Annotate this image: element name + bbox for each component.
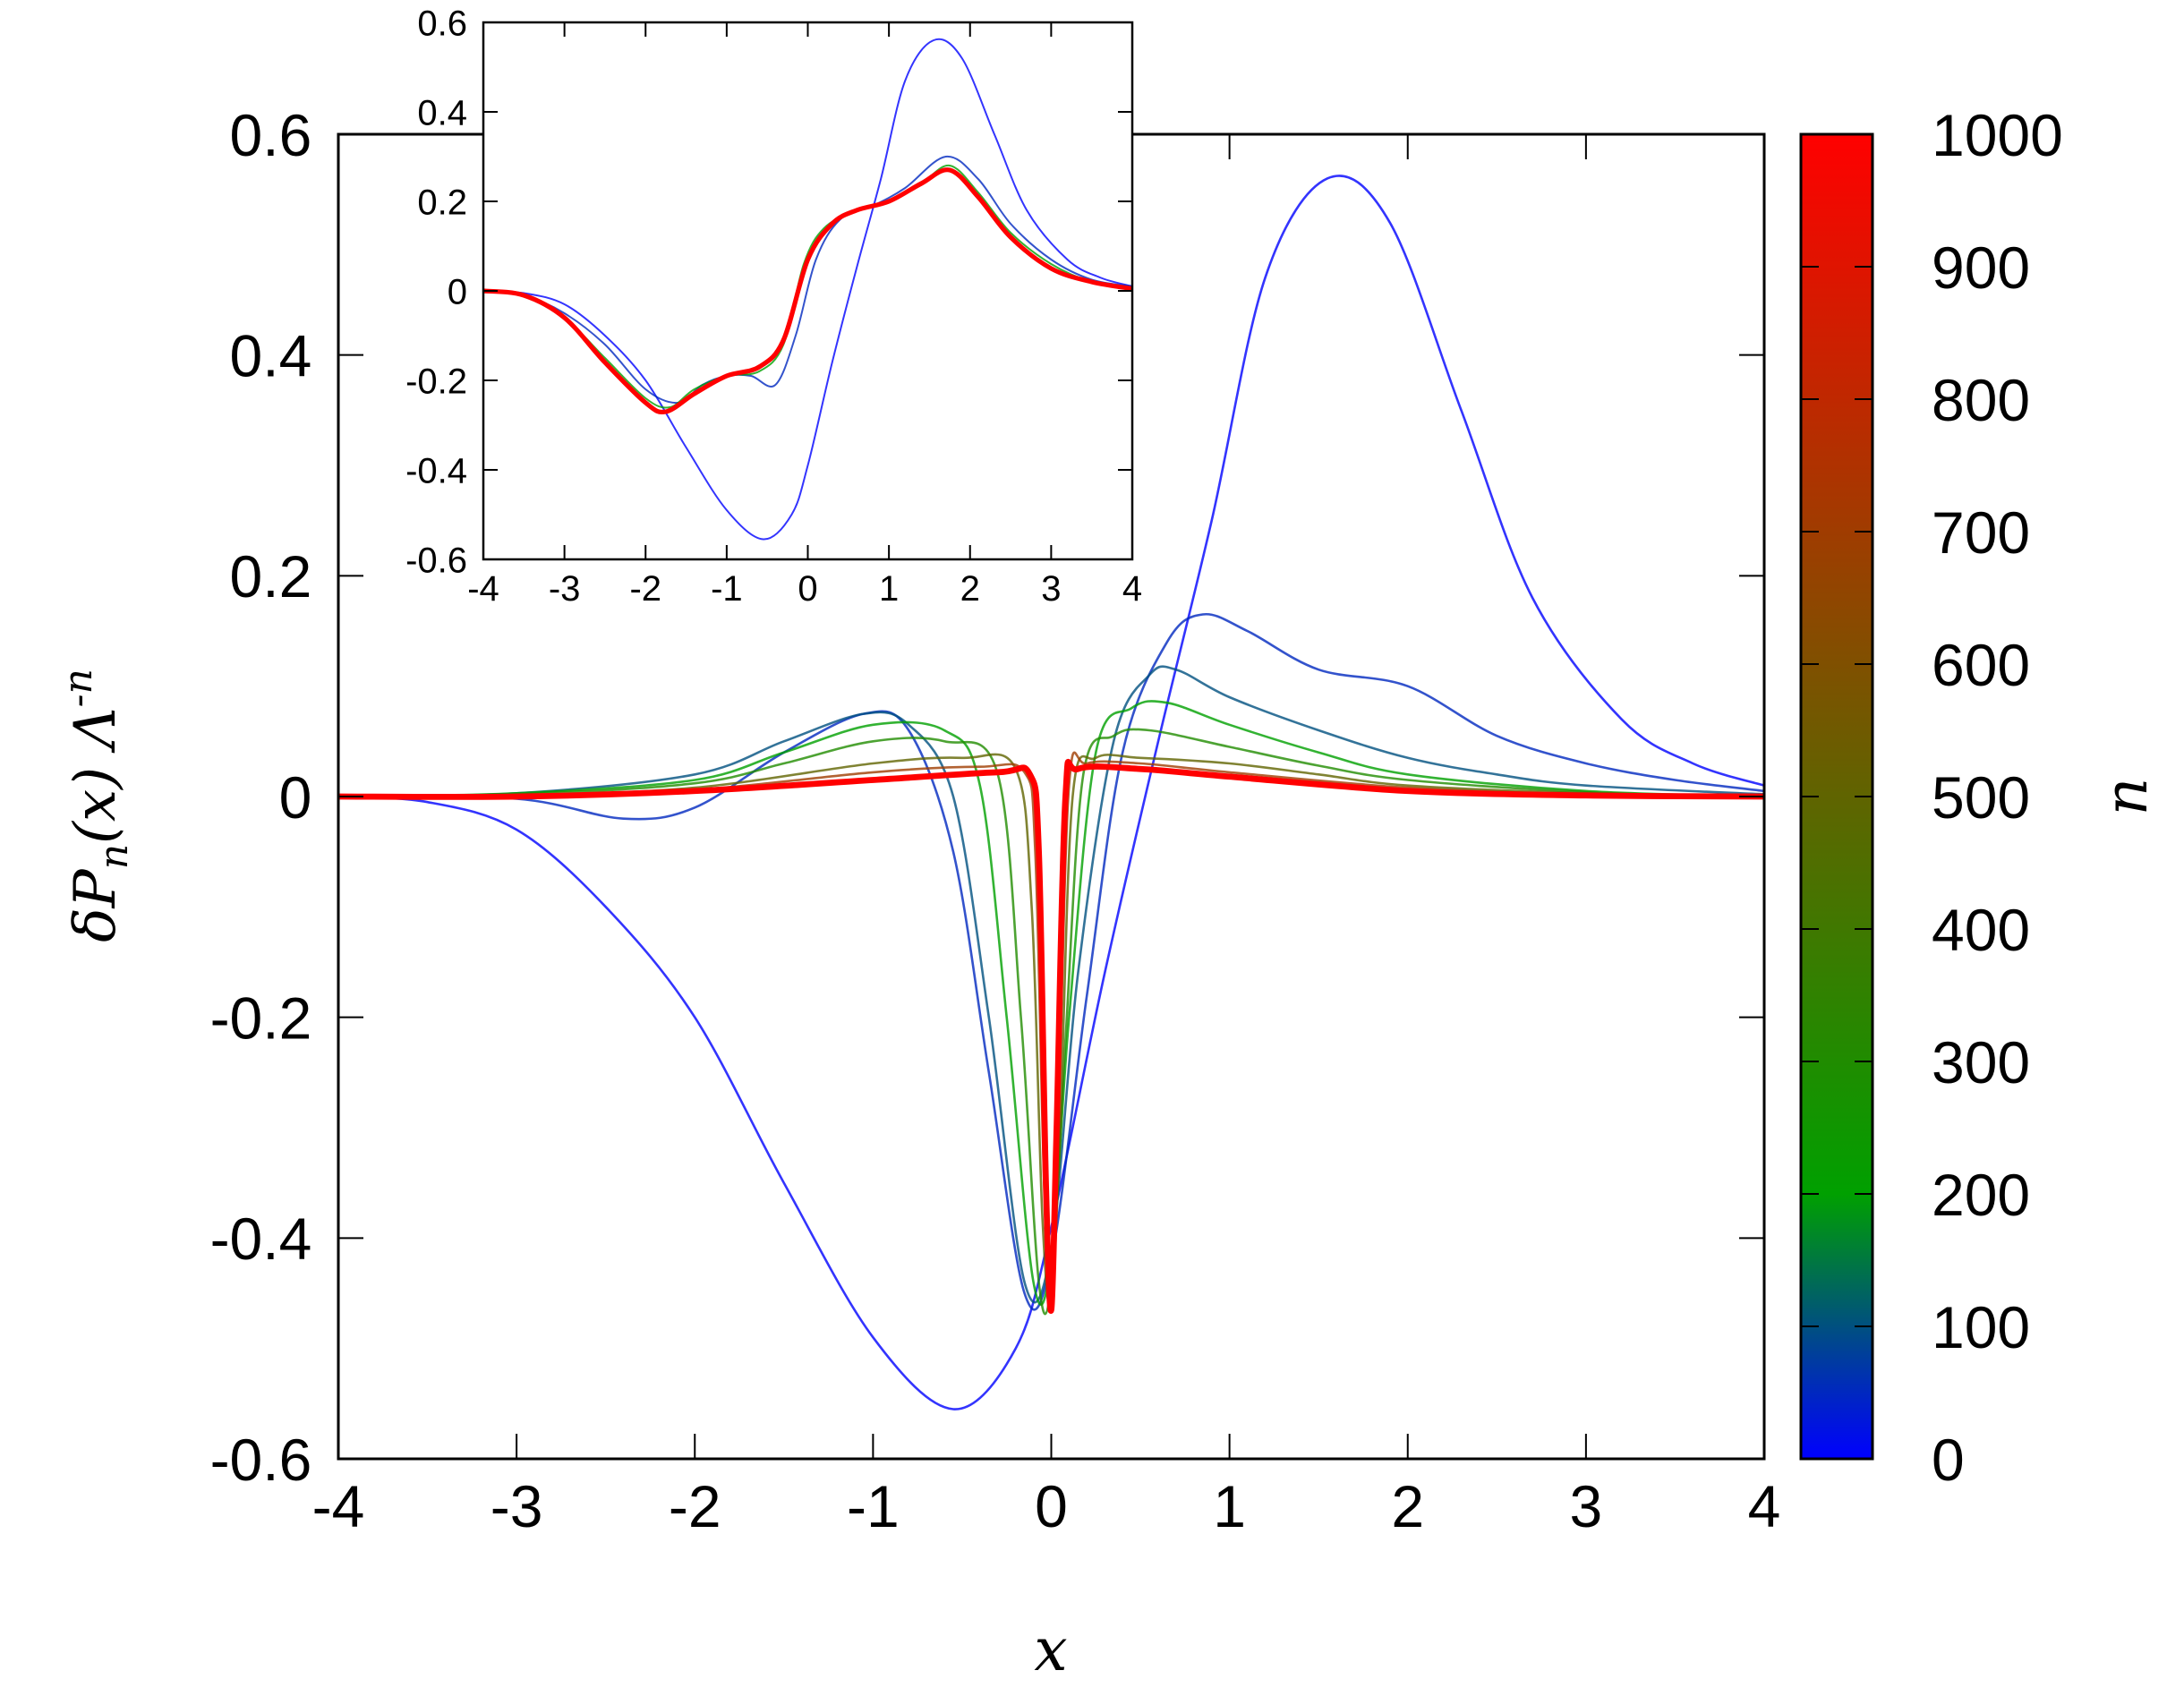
colorbar-ticks: 0 100 200 300 400 500 600 700 800 900 1000 xyxy=(1801,102,2063,1493)
inset-x-tick-label: -1 xyxy=(711,569,743,609)
main-y-tick-label: 0.4 xyxy=(230,322,312,388)
main-x-tick-label: -2 xyxy=(669,1473,721,1539)
main-y-tick-label: -0.6 xyxy=(210,1427,312,1493)
main-y-tick-label: 0.2 xyxy=(230,543,312,609)
inset-x-tick-label: 4 xyxy=(1122,569,1142,609)
inset-y-tick-label: -0.2 xyxy=(405,362,467,401)
main-curves xyxy=(338,175,1764,1410)
colorbar-tick-label: 600 xyxy=(1932,632,2030,698)
inset-y-tick-label: 0.4 xyxy=(417,93,467,132)
inset-curves xyxy=(483,38,1132,541)
inset-ticks: -4 -3 -2 -1 0 1 2 3 4 -0.6 -0.4 -0.2 0 0.2 0.4 0.6 xyxy=(405,4,1142,609)
main-x-tick-label: -3 xyxy=(491,1473,543,1539)
colorbar-tick-label: 0 xyxy=(1932,1427,1965,1493)
colorbar-tick-label: 500 xyxy=(1932,764,2030,831)
main-y-tick-label: -0.4 xyxy=(210,1206,312,1272)
inset-x-tick-label: 2 xyxy=(960,569,980,609)
inset-series-n1 xyxy=(483,38,1132,541)
inset-x-tick-label: 1 xyxy=(879,569,899,609)
main-y-tick-label: 0 xyxy=(279,764,312,831)
main-series-n1 xyxy=(338,175,1764,1410)
colorbar-tick-label: 800 xyxy=(1932,367,2030,433)
main-series-n50 xyxy=(338,612,1764,1311)
colorbar-tick-label: 400 xyxy=(1932,897,2030,963)
colorbar-tick-label: 700 xyxy=(1932,499,2030,566)
main-ticks: -4 -3 -2 -1 0 1 2 3 4 -0.6 -0.4 -0.2 0 0.2 0.4 0.6 xyxy=(210,102,1781,1539)
main-y-tick-label: 0.6 xyxy=(230,102,312,168)
inset-y-tick-label: 0 xyxy=(448,272,467,311)
main-x-tick-label: -4 xyxy=(312,1473,365,1539)
inset-x-tick-label: -3 xyxy=(549,569,581,609)
main-x-tick-label: 0 xyxy=(1035,1473,1068,1539)
main-x-tick-label: 3 xyxy=(1570,1473,1603,1539)
main-x-tick-label: 2 xyxy=(1391,1473,1424,1539)
inset-y-tick-label: -0.6 xyxy=(405,541,467,580)
inset-y-tick-label: -0.4 xyxy=(405,451,467,490)
main-x-axis-label: x xyxy=(1034,1615,1067,1684)
main-y-tick-label: -0.2 xyxy=(210,984,312,1051)
colorbar: 0 100 200 300 400 500 600 700 800 900 1000 n xyxy=(1799,102,2161,1493)
colorbar-tick-label: 100 xyxy=(1932,1294,2030,1360)
colorbar-tick-label: 200 xyxy=(1932,1162,2030,1228)
inset-series-n50 xyxy=(483,155,1132,405)
main-x-tick-label: 4 xyxy=(1748,1473,1781,1539)
main-plot: -4 -3 -2 -1 0 1 2 3 4 -0.6 -0.4 -0.2 0 0.2 0.4 0.6 x δP… xyxy=(55,102,1780,1684)
main-y-axis-label: δPn(x) Λ-n xyxy=(55,669,137,942)
colorbar-tick-label: 900 xyxy=(1932,234,2030,301)
inset-x-tick-label: 0 xyxy=(798,569,817,609)
main-x-tick-label: 1 xyxy=(1213,1473,1246,1539)
colorbar-label: n xyxy=(2092,778,2161,816)
inset-x-tick-label: 3 xyxy=(1041,569,1061,609)
inset-x-tick-label: -4 xyxy=(467,569,499,609)
inset-y-tick-label: 0.2 xyxy=(417,183,467,222)
inset-x-tick-label: -2 xyxy=(629,569,661,609)
inset-series-n1000 xyxy=(483,167,1132,415)
main-series-n100 xyxy=(338,665,1764,1304)
colorbar-tick-label: 300 xyxy=(1932,1029,2030,1095)
colorbar-tick-label: 1000 xyxy=(1932,102,2063,168)
main-series-n1000 xyxy=(338,759,1764,1314)
inset-plot: -4 -3 -2 -1 0 1 2 3 4 -0.6 -0.4 -0.2 0 0.2 0.4 0.6 xyxy=(405,4,1142,609)
inset-y-tick-label: 0.6 xyxy=(417,4,467,43)
main-x-tick-label: -1 xyxy=(847,1473,900,1539)
